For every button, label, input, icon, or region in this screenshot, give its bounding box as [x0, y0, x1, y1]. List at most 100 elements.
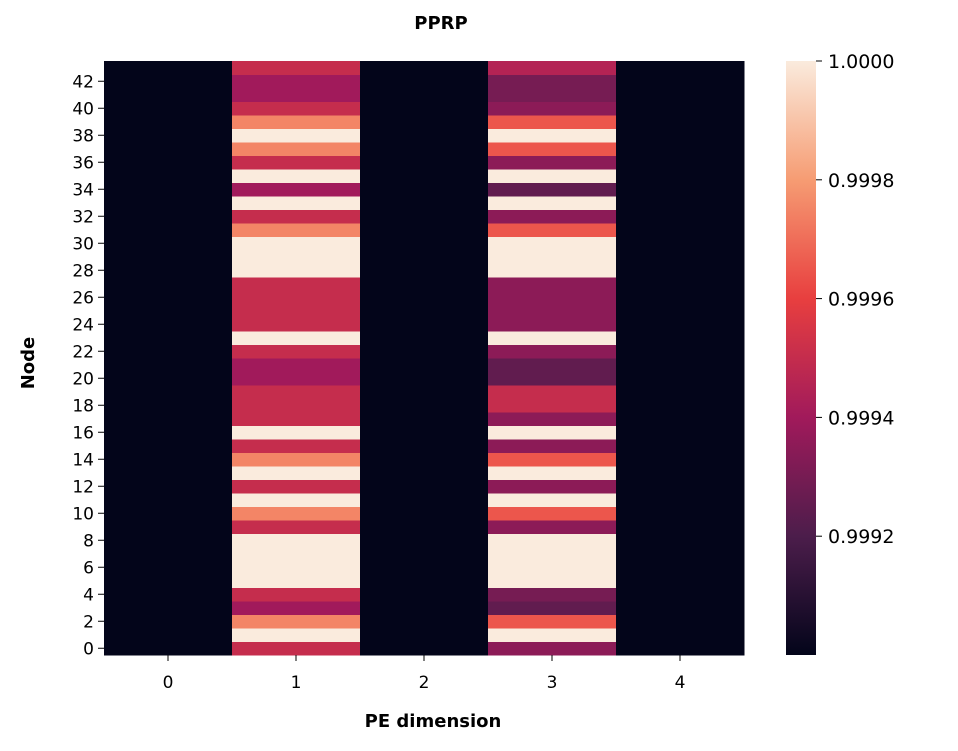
heatmap-cell: [232, 493, 361, 507]
heatmap-cell: [360, 209, 489, 224]
heatmap-cell: [104, 155, 233, 170]
heatmap-cell: [232, 277, 361, 291]
heatmap-cell: [488, 142, 617, 156]
heatmap-cell: [360, 196, 489, 210]
x-axis: 0 1 2 3 4: [163, 655, 685, 693]
heatmap-cell: [232, 479, 361, 494]
heatmap-cell: [616, 479, 745, 494]
heatmap-cell: [104, 250, 233, 264]
heatmap-cell: [488, 223, 617, 237]
heatmap-cell: [104, 358, 233, 372]
y-tick-label: 34: [72, 180, 94, 200]
heatmap-cell: [488, 641, 617, 656]
heatmap-cell: [104, 128, 233, 143]
heatmap-cell: [488, 182, 617, 197]
x-axis-label: PE dimension: [365, 711, 502, 732]
heatmap-cell: [360, 641, 489, 656]
heatmap-cell: [488, 587, 617, 602]
heatmap-cell: [616, 74, 745, 89]
heatmap-cell: [360, 398, 489, 413]
heatmap-cell: [488, 344, 617, 359]
heatmap-cell: [232, 601, 361, 615]
heatmap-cell: [616, 209, 745, 224]
heatmap-cell: [360, 128, 489, 143]
colorbar-tick-label: 0.9994: [828, 407, 894, 429]
heatmap-cell: [616, 371, 745, 386]
heatmap-cell: [104, 439, 233, 453]
heatmap-cell: [488, 88, 617, 102]
heatmap-cell: [488, 61, 617, 75]
heatmap-cell: [360, 317, 489, 332]
heatmap-cell: [360, 547, 489, 561]
heatmap-cell: [360, 493, 489, 507]
heatmap-cell: [488, 331, 617, 345]
heatmap-cell: [360, 520, 489, 534]
heatmap-cell: [616, 520, 745, 534]
heatmap-cell: [616, 155, 745, 170]
heatmap-cell: [616, 466, 745, 480]
heatmap-cell: [616, 439, 745, 453]
y-tick-label: 0: [83, 639, 94, 659]
heatmap-cell: [104, 533, 233, 548]
colorbar-tick-label: 1.0000: [828, 51, 894, 73]
heatmap-cell: [232, 304, 361, 318]
heatmap-cell: [360, 290, 489, 305]
heatmap-cell: [616, 560, 745, 575]
heatmap-cell: [232, 182, 361, 197]
colorbar-tick-label: 0.9996: [828, 289, 894, 311]
heatmap-cell: [616, 277, 745, 291]
heatmap-cell: [104, 520, 233, 534]
heatmap-cell: [488, 74, 617, 89]
heatmap-cell: [488, 385, 617, 399]
heatmap-cell: [104, 587, 233, 602]
y-tick-label: 28: [72, 261, 94, 281]
heatmap-cell: [360, 412, 489, 426]
heatmap-cell: [616, 290, 745, 305]
y-tick-label: 8: [83, 531, 94, 551]
heatmap-cell: [488, 358, 617, 372]
x-tick-label: 3: [547, 673, 558, 693]
heatmap-cell: [488, 128, 617, 143]
heatmap-cell: [104, 493, 233, 507]
y-tick-label: 30: [72, 234, 94, 254]
heatmap-cell: [616, 533, 745, 548]
heatmap-cell: [616, 628, 745, 642]
heatmap-cell: [360, 479, 489, 494]
heatmap-cell: [232, 574, 361, 588]
heatmap-cell: [488, 169, 617, 183]
y-tick-label: 10: [72, 504, 94, 524]
chart-title: PPRP: [414, 13, 467, 34]
heatmap-cell: [360, 628, 489, 642]
heatmap-cell: [488, 439, 617, 453]
heatmap-cell: [232, 344, 361, 359]
heatmap-cell: [104, 398, 233, 413]
heatmap-cell: [616, 574, 745, 588]
heatmap-cell: [488, 236, 617, 251]
heatmap-cell: [104, 223, 233, 237]
heatmap-cell: [104, 169, 233, 183]
heatmap-cells: [104, 61, 745, 656]
heatmap-cell: [232, 641, 361, 656]
heatmap-cell: [232, 115, 361, 129]
heatmap-cell: [488, 560, 617, 575]
heatmap-cell: [616, 412, 745, 426]
y-tick-label: 32: [72, 207, 94, 227]
heatmap-cell: [104, 574, 233, 588]
heatmap-cell: [616, 128, 745, 143]
heatmap-cell: [360, 304, 489, 318]
heatmap-cell: [616, 614, 745, 629]
heatmap-cell: [360, 331, 489, 345]
heatmap-cell: [232, 101, 361, 116]
heatmap-cell: [360, 61, 489, 75]
heatmap-cell: [360, 169, 489, 183]
heatmap-cell: [232, 412, 361, 426]
heatmap-cell: [616, 304, 745, 318]
heatmap-cell: [616, 115, 745, 129]
heatmap-cell: [616, 196, 745, 210]
heatmap-cell: [616, 344, 745, 359]
heatmap-cell: [488, 628, 617, 642]
heatmap-cell: [232, 506, 361, 521]
heatmap-cell: [488, 317, 617, 332]
heatmap-cell: [488, 250, 617, 264]
